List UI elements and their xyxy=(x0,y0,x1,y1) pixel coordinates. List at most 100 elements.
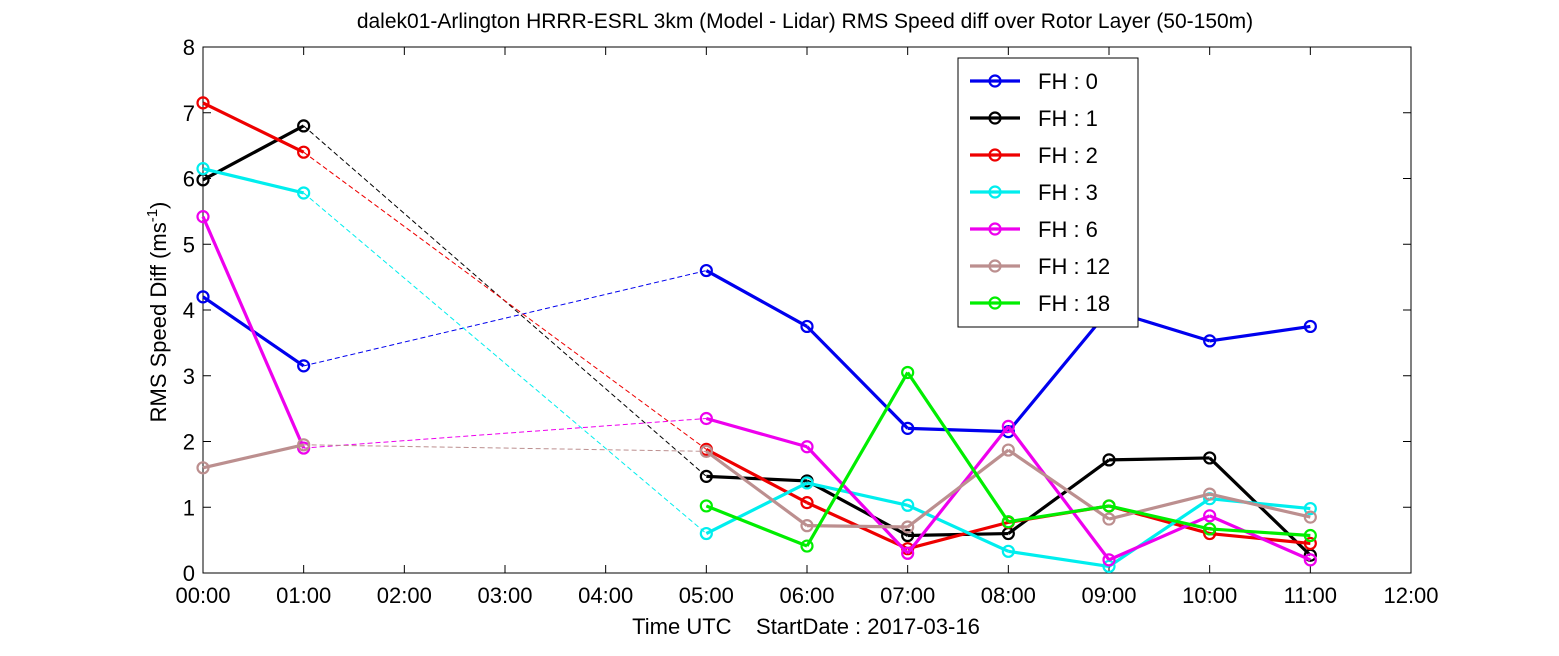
series-line-segment xyxy=(202,167,305,195)
legend-marker xyxy=(988,111,1002,125)
data-point xyxy=(1001,419,1015,433)
data-point xyxy=(1303,501,1317,516)
y-tick-label: 4 xyxy=(183,298,195,323)
data-point xyxy=(1303,553,1317,567)
data-point xyxy=(800,319,814,334)
x-tick-label: 04:00 xyxy=(578,583,633,608)
series-line-segment xyxy=(705,416,808,449)
series-line-segment xyxy=(806,481,909,507)
y-axis-label-sup: -1 xyxy=(144,209,161,222)
x-tick-label: 08:00 xyxy=(981,583,1036,608)
series-gap-line xyxy=(303,270,707,367)
data-point xyxy=(196,96,210,110)
data-point xyxy=(1303,319,1317,334)
x-tick-label: 05:00 xyxy=(679,583,734,608)
legend-label: FH : 6 xyxy=(1038,217,1098,242)
x-tick-label: 10:00 xyxy=(1182,583,1237,608)
x-tick-label: 00:00 xyxy=(175,583,230,608)
y-tick-label: 7 xyxy=(183,101,195,126)
series-line-segment xyxy=(907,520,1009,551)
data-point xyxy=(297,119,311,133)
series-line-segment xyxy=(1209,324,1311,343)
series-line-segment xyxy=(1108,492,1211,521)
data-point xyxy=(297,359,311,373)
data-point xyxy=(196,162,210,176)
y-tick-label: 1 xyxy=(183,495,195,520)
data-point xyxy=(800,539,814,553)
data-point xyxy=(297,145,311,159)
series-line-segment xyxy=(1007,425,1111,561)
data-point xyxy=(901,498,915,512)
x-tick-label: 11:00 xyxy=(1284,583,1337,608)
series-line-segment xyxy=(805,445,909,555)
data-point xyxy=(699,499,713,513)
data-point xyxy=(1102,499,1116,513)
series-line-segment xyxy=(706,474,808,483)
x-tick-label: 01:00 xyxy=(276,583,331,608)
y-axis-label: RMS Speed Diff (ms-1) xyxy=(144,202,171,423)
data-point xyxy=(1203,509,1217,523)
series-line-segment xyxy=(1007,458,1110,535)
series-lines xyxy=(196,96,1317,574)
series-line-segment xyxy=(1209,514,1311,562)
data-point xyxy=(196,290,210,304)
data-point xyxy=(901,528,915,543)
data-point xyxy=(800,519,814,533)
data-point xyxy=(699,469,713,483)
data-point xyxy=(901,365,915,380)
legend-marker xyxy=(988,296,1002,310)
series-line-segment xyxy=(705,481,808,535)
series-line-segment xyxy=(1209,497,1311,511)
series-gap-line xyxy=(303,192,707,534)
series-line-segment xyxy=(1209,492,1311,519)
x-axis-label: Time UTC StartDate : 2017-03-16 xyxy=(632,614,980,639)
data-point xyxy=(1001,443,1015,457)
series-0 xyxy=(196,263,1317,439)
series-line-segment xyxy=(806,524,908,529)
y-tick-label: 3 xyxy=(183,364,195,389)
series-line-segment xyxy=(1108,504,1211,531)
data-point xyxy=(196,210,210,224)
x-tick-label: 07:00 xyxy=(880,583,935,608)
data-point xyxy=(1303,528,1317,543)
data-point xyxy=(699,411,713,426)
legend-marker xyxy=(988,74,1002,88)
y-tick-label: 5 xyxy=(183,232,195,257)
series-line-segment xyxy=(1209,527,1311,538)
series-line-segment xyxy=(705,504,808,548)
y-tick-label: 2 xyxy=(183,430,195,455)
series-line-segment xyxy=(1007,308,1111,433)
data-point xyxy=(297,186,311,200)
legend-label: FH : 0 xyxy=(1038,69,1098,94)
data-point xyxy=(699,526,713,541)
legend-label: FH : 3 xyxy=(1038,180,1098,205)
series-line-segment xyxy=(907,426,1009,434)
legend-marker xyxy=(988,185,1002,199)
data-point xyxy=(901,520,915,534)
data-point xyxy=(699,263,713,278)
ticks: 00:00 01:00 02:00 03:00 04:00 05:00 06:00 07:00… xyxy=(175,35,1438,608)
plot-frame xyxy=(202,46,1412,574)
series-line-segment xyxy=(705,269,808,328)
x-tick-label: 03:00 xyxy=(477,583,532,608)
data-point xyxy=(196,461,210,475)
y-tick-label: 0 xyxy=(183,561,195,586)
legend-label: FH : 1 xyxy=(1038,106,1098,131)
series-line-segment xyxy=(202,101,305,154)
series-line-segment xyxy=(705,450,808,527)
x-tick-label: 02:00 xyxy=(377,583,432,608)
y-tick-label: 8 xyxy=(183,35,195,60)
series-line-segment xyxy=(1108,514,1211,562)
data-point xyxy=(1203,522,1217,536)
data-point xyxy=(1203,451,1217,465)
legend-label: FH : 12 xyxy=(1038,254,1110,279)
data-point xyxy=(1203,334,1217,348)
data-point xyxy=(699,444,713,458)
data-point xyxy=(1001,515,1015,529)
y-axis-label-end: ) xyxy=(146,202,171,209)
data-point xyxy=(1102,559,1116,574)
series-3 xyxy=(196,162,1317,574)
series-6 xyxy=(699,365,1317,553)
series-line-segment xyxy=(906,448,1010,529)
